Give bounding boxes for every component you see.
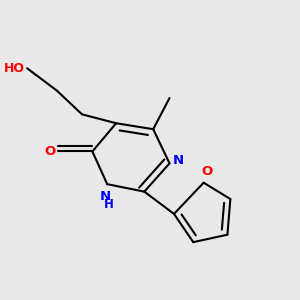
Text: N: N [173,154,184,167]
Text: O: O [44,145,56,158]
Text: HO: HO [4,62,25,75]
Text: O: O [201,165,212,178]
Text: H: H [104,199,114,212]
Text: N: N [100,190,111,202]
